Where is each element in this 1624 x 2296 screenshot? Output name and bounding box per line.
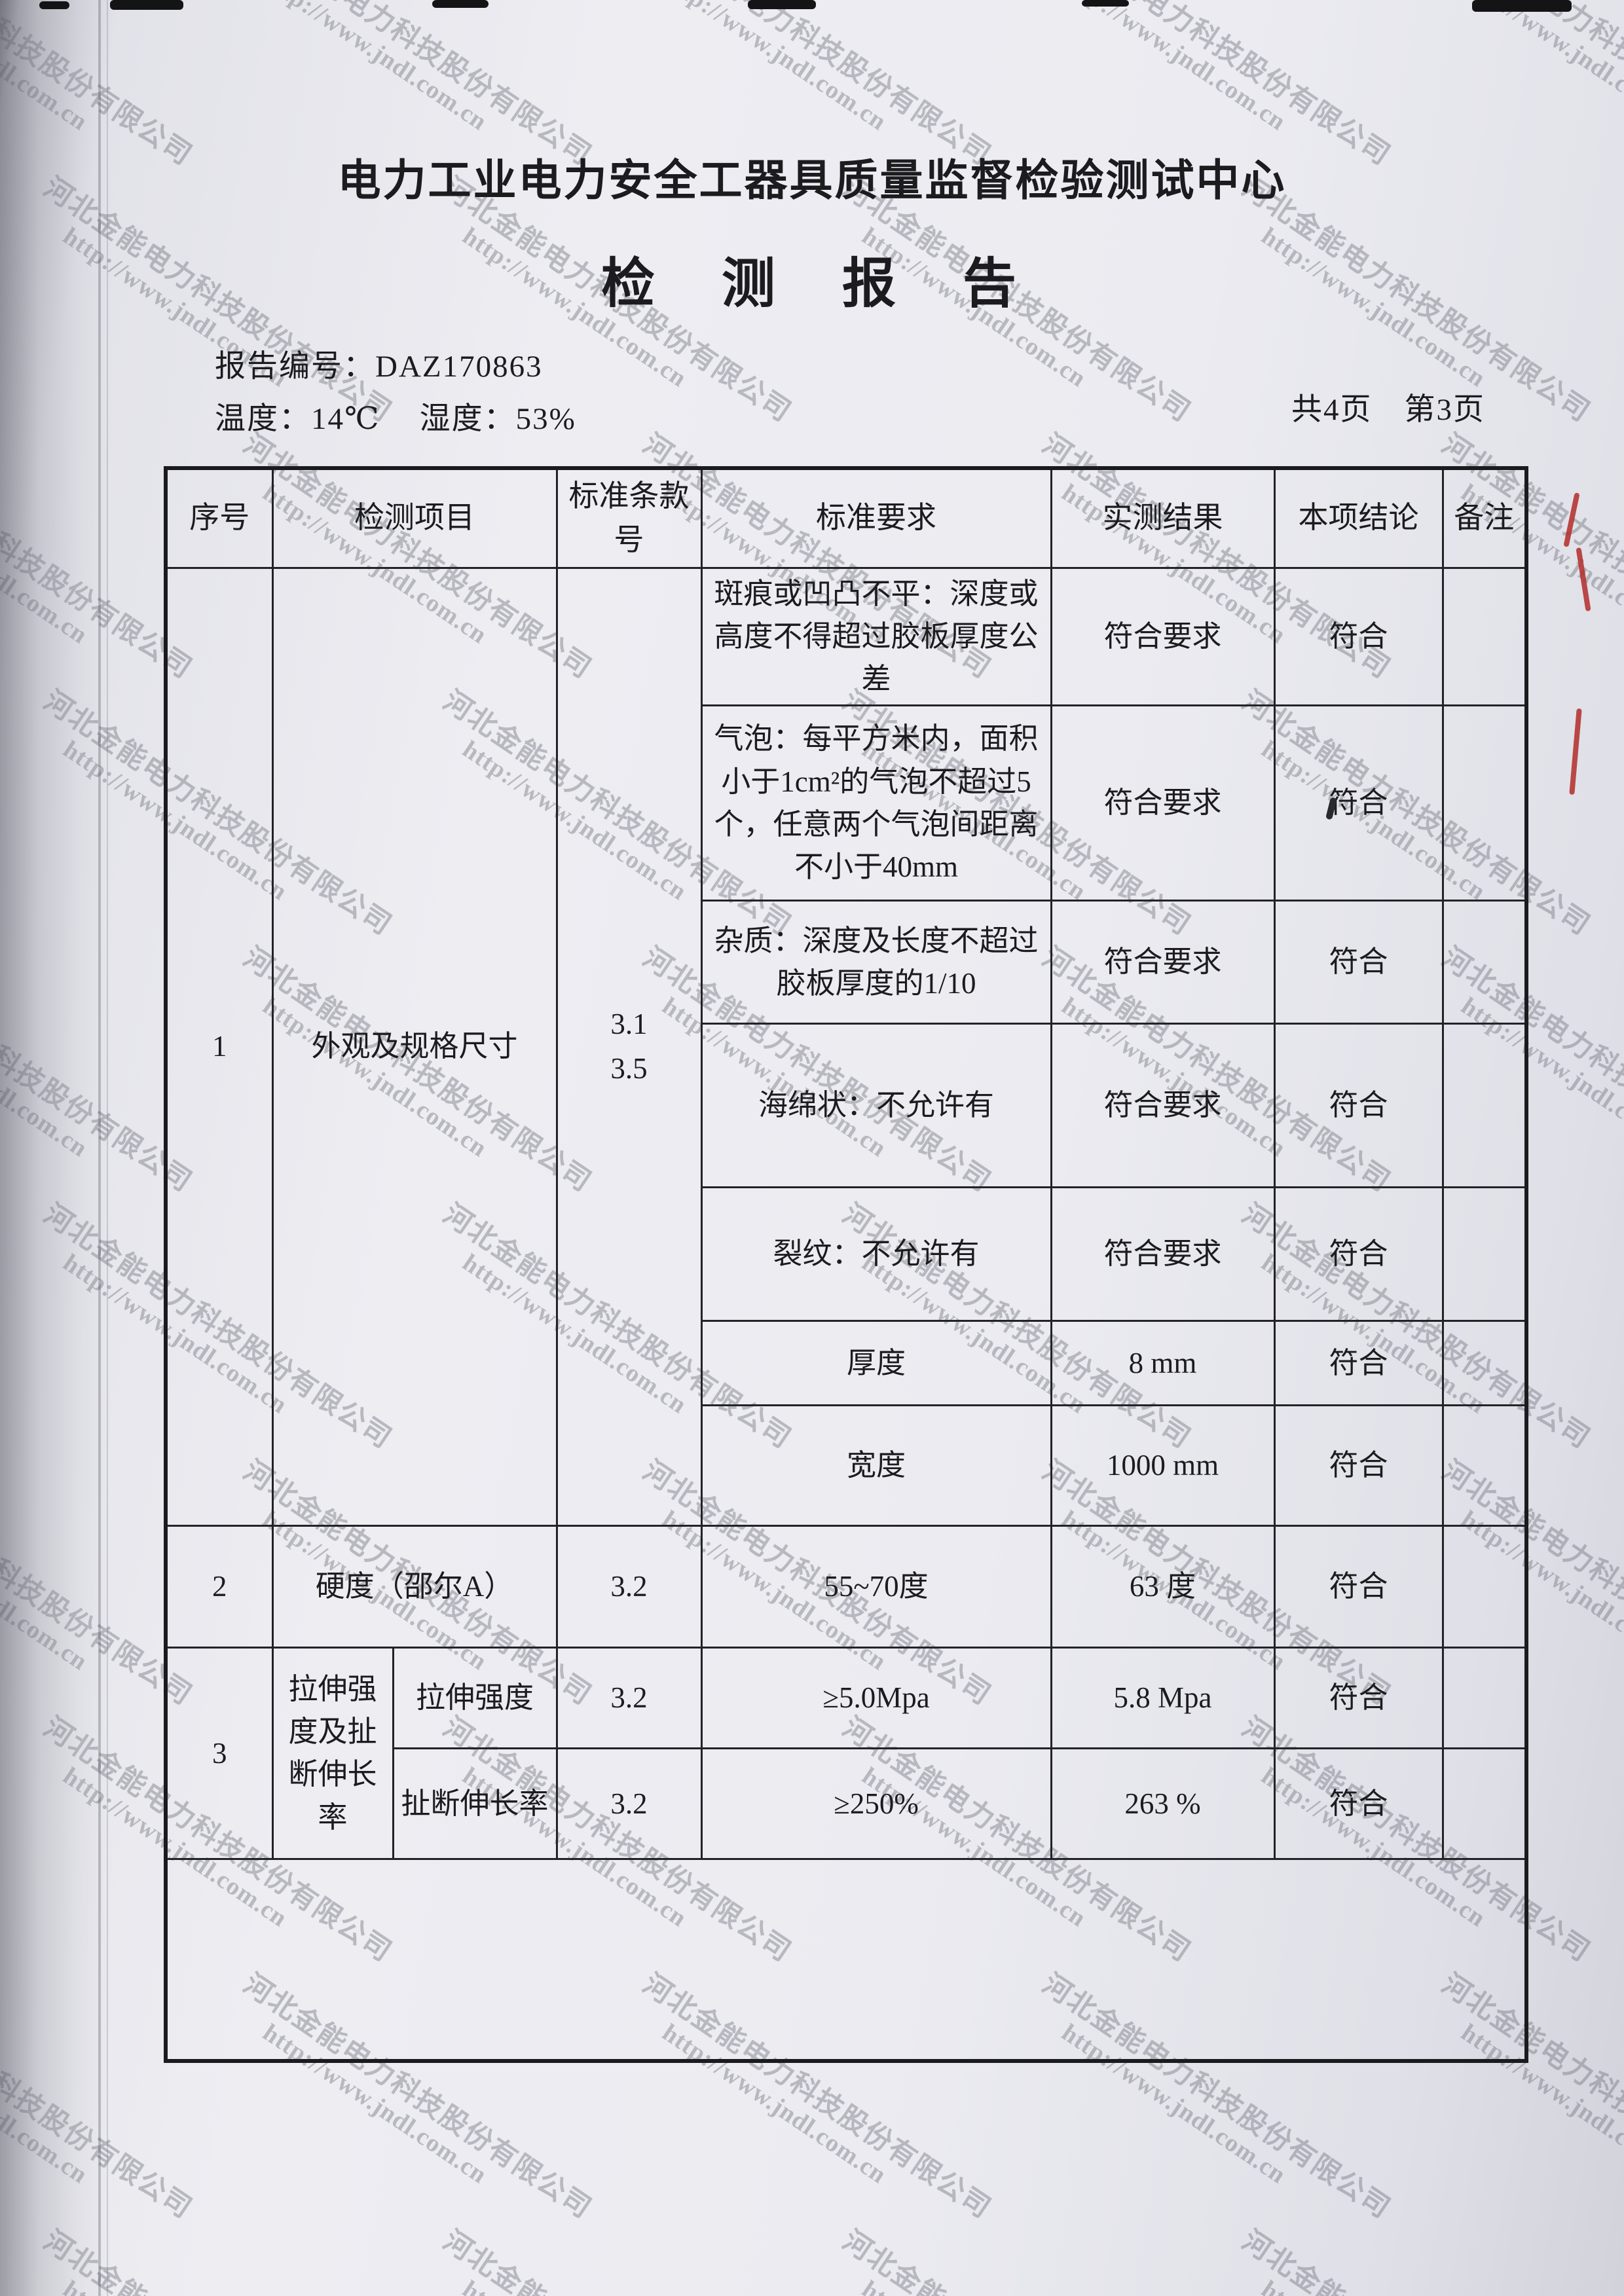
remark-cell <box>1441 1747 1528 1861</box>
clause-cell: 3.2 <box>555 1747 703 1861</box>
item-cell: 硬度（邵尔A） <box>271 1525 558 1649</box>
col-header-item: 检测项目 <box>271 467 558 569</box>
remark-cell <box>1441 1404 1528 1527</box>
environment-line: 温度：14℃ 湿度：53% <box>215 393 576 438</box>
result-cell: 符合要求 <box>1050 1023 1276 1189</box>
table-row: 宽度 1000 mm 符合 <box>166 1404 1528 1527</box>
result-cell: 1000 mm <box>1050 1404 1276 1527</box>
requirement-cell: 杂质：深度及长度不超过胶板厚度的1/10 <box>700 900 1052 1025</box>
result-cell: 63 度 <box>1050 1525 1276 1649</box>
pagination: 共4页 第3页 <box>1291 393 1485 427</box>
table-row: 厚度 8 mm 符合 <box>166 1320 1528 1407</box>
report-number-line: 报告编号：DAZ170863 <box>215 340 543 386</box>
no-cell: 3 <box>164 1647 274 1861</box>
humidity-label: 湿度： <box>419 402 516 436</box>
remark-cell <box>1441 704 1528 902</box>
report-number-label: 报告编号： <box>215 350 375 384</box>
clause-cell: 3.1 3.5 <box>555 566 703 1527</box>
conclusion-cell: 符合 <box>1273 1525 1444 1649</box>
result-cell: 263 % <box>1050 1747 1276 1861</box>
conclusion-cell: 符合 <box>1273 1647 1444 1750</box>
empty-filler-cell <box>164 1858 1528 2062</box>
remark-cell <box>1441 1525 1528 1649</box>
requirement-cell: 斑痕或凹凸不平：深度或高度不得超过胶板厚度公差 <box>700 566 1052 707</box>
conclusion-cell: 符合 <box>1273 1747 1444 1861</box>
requirement-cell: 海绵状：不允许有 <box>700 1023 1052 1189</box>
requirement-cell: 55~70度 <box>700 1525 1052 1649</box>
requirement-cell: 裂纹：不允许有 <box>700 1186 1052 1322</box>
no-cell: 1 <box>164 566 274 1527</box>
remark-cell <box>1441 1023 1528 1189</box>
table-row: 气泡：每平方米内，面积小于1cm²的气泡不超过5个，任意两个气泡间距离不小于40… <box>166 704 1528 902</box>
result-cell: 符合要求 <box>1050 704 1276 902</box>
table-row: 3 拉伸强度及扯断伸长率 拉伸强度 3.2 ≥5.0Mpa 5.8 Mpa 符合 <box>164 1647 1528 1861</box>
conclusion-cell: 符合 <box>1273 566 1444 707</box>
requirement-cell: ≥5.0Mpa <box>700 1647 1052 1750</box>
result-cell: 符合要求 <box>1050 900 1276 1025</box>
table-row: 裂纹：不允许有 符合要求 符合 <box>166 1186 1528 1322</box>
table-row: 扯断伸长率 3.2 ≥250% 263 % 符合 <box>166 1747 1528 1861</box>
conclusion-cell: 符合 <box>1273 704 1444 902</box>
col-header-conclusion: 本项结论 <box>1273 467 1444 569</box>
sub-item-cell: 扯断伸长率 <box>392 1747 558 1861</box>
org-title: 电力工业电力安全工器具质量监督检验测试中心 <box>337 157 1287 205</box>
remark-cell <box>1441 1320 1528 1407</box>
result-cell: 5.8 Mpa <box>1050 1647 1276 1750</box>
remark-cell <box>1441 1647 1528 1750</box>
requirement-cell: 厚度 <box>700 1320 1052 1407</box>
conclusion-cell: 符合 <box>1273 1320 1444 1407</box>
col-header-no: 序号 <box>164 467 274 569</box>
requirement-cell: 宽度 <box>700 1404 1052 1527</box>
remark-cell <box>1441 566 1528 707</box>
temperature-label: 温度： <box>215 402 311 436</box>
col-header-clause: 标准条款号 <box>555 467 703 569</box>
result-cell: 符合要求 <box>1050 566 1276 707</box>
clause-line: 3.1 <box>610 1008 648 1041</box>
table-row: 海绵状：不允许有 符合要求 符合 <box>166 1023 1528 1189</box>
clause-cell: 3.2 <box>555 1647 703 1750</box>
conclusion-cell: 符合 <box>1273 900 1444 1025</box>
clause-cell: 3.2 <box>555 1525 703 1649</box>
page-title: 检 测 报 告 <box>600 254 1023 314</box>
table-row: 杂质：深度及长度不超过胶板厚度的1/10 符合要求 符合 <box>166 900 1528 1025</box>
table-header-row: 序号 检测项目 标准条款号 标准要求 实测结果 本项结论 备注 <box>164 467 1528 569</box>
no-cell: 2 <box>164 1525 274 1649</box>
conclusion-cell: 符合 <box>1273 1186 1444 1322</box>
requirement-cell: 气泡：每平方米内，面积小于1cm²的气泡不超过5个，任意两个气泡间距离不小于40… <box>700 704 1052 902</box>
temperature-value: 14℃ <box>311 402 380 436</box>
result-cell: 符合要求 <box>1050 1186 1276 1322</box>
remark-cell <box>1441 1186 1528 1322</box>
remark-cell <box>1441 900 1528 1025</box>
item-cell: 外观及规格尺寸 <box>271 566 558 1527</box>
col-header-remark: 备注 <box>1441 467 1528 569</box>
table-row: 2 硬度（邵尔A） 3.2 55~70度 63 度 符合 <box>164 1525 1528 1649</box>
humidity-value: 53% <box>515 402 576 436</box>
table-row: 1 外观及规格尺寸 3.1 3.5 斑痕或凹凸不平：深度或高度不得超过胶板厚度公… <box>164 566 1528 1527</box>
result-cell: 8 mm <box>1050 1320 1276 1407</box>
sub-item-cell: 拉伸强度 <box>392 1647 558 1750</box>
conclusion-cell: 符合 <box>1273 1404 1444 1527</box>
item-group-cell: 拉伸强度及扯断伸长率 <box>271 1647 394 1861</box>
col-header-result: 实测结果 <box>1050 467 1276 569</box>
conclusion-cell: 符合 <box>1273 1023 1444 1189</box>
test-results-table: 序号 检测项目 标准条款号 标准要求 实测结果 本项结论 备注 1 外观及规格尺… <box>164 466 1528 2064</box>
table-filler-row <box>164 1858 1528 2062</box>
requirement-cell: ≥250% <box>700 1747 1052 1861</box>
col-header-requirement: 标准要求 <box>700 467 1052 569</box>
clause-line: 3.5 <box>610 1051 648 1085</box>
report-number-value: DAZ170863 <box>375 350 543 384</box>
